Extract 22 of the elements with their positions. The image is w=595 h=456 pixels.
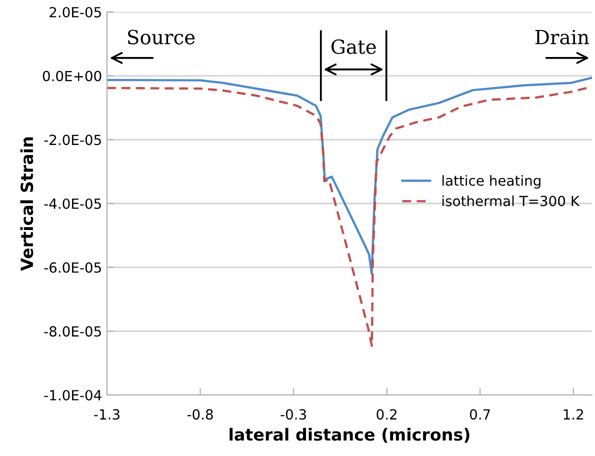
annotation: Source (128, 30, 195, 44)
y-tick-label: -4.0E-05 (44, 198, 101, 209)
y-tick-label: 2.0E-05 (50, 6, 101, 18)
legend-label: isothermal T=300 K (442, 195, 580, 206)
x-tick-label: -1.3 (94, 409, 120, 420)
x-tick-label: -0.8 (187, 409, 213, 420)
y-tick-label: -1.0E-04 (44, 390, 102, 400)
x-axis-title: lateral distance (microns) (230, 428, 470, 443)
annotation: Drain (535, 30, 590, 44)
y-tick-label: 0.0E+00 (42, 70, 102, 82)
y-tick-label: -2.0E-05 (44, 134, 101, 146)
x-tick-label: 0.2 (376, 409, 396, 420)
x-tick-label: 0.7 (470, 409, 490, 420)
x-tick-label: 1.2 (564, 409, 583, 420)
line-series (107, 86, 592, 347)
y-axis-title: Vertical Strain (20, 137, 34, 271)
y-tick-label: -8.0E-05 (44, 326, 101, 337)
line-series (107, 76, 592, 275)
legend-label: lattice heating (442, 175, 540, 189)
annotation: Gate (331, 39, 376, 54)
x-tick-label: -0.3 (280, 409, 306, 420)
y-tick-label: -6.0E-05 (44, 262, 101, 273)
